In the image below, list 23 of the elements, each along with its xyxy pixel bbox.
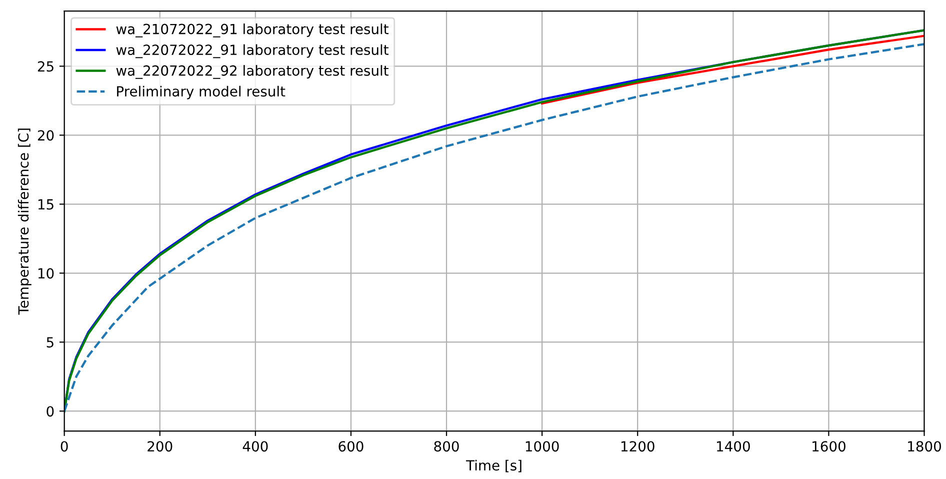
x-tick-label: 800 (434, 441, 459, 452)
y-tick-label: 10 (38, 268, 54, 279)
x-tick-label: 400 (242, 441, 268, 452)
y-tick-label: 25 (38, 61, 54, 72)
x-tick-label: 1400 (717, 441, 750, 452)
x-tick-label: 1600 (812, 441, 846, 452)
x-tick-label: 1000 (526, 441, 559, 452)
legend-label: wa_21072022_91 laboratory test result (116, 24, 388, 38)
line-series (540, 34, 924, 105)
x-tick-label: 1800 (908, 441, 941, 452)
legend-label: wa_22072022_92 laboratory test result (116, 65, 388, 79)
x-tick-label: 200 (148, 441, 172, 452)
y-tick-label: 5 (46, 337, 54, 348)
legend-label: wa_22072022_91 laboratory test result (116, 44, 388, 58)
y-tick-label: 0 (46, 406, 54, 417)
y-axis-title: Temperature difference [C] (18, 128, 32, 315)
x-tick-label: 1200 (621, 441, 654, 452)
y-tick-label: 15 (38, 199, 54, 210)
y-tick-label: 20 (38, 130, 54, 141)
legend-label: Preliminary model result (117, 86, 286, 100)
x-tick-label: 600 (338, 441, 364, 452)
x-axis-title: Time [s] (466, 460, 522, 472)
x-tick-label: 0 (60, 441, 68, 452)
